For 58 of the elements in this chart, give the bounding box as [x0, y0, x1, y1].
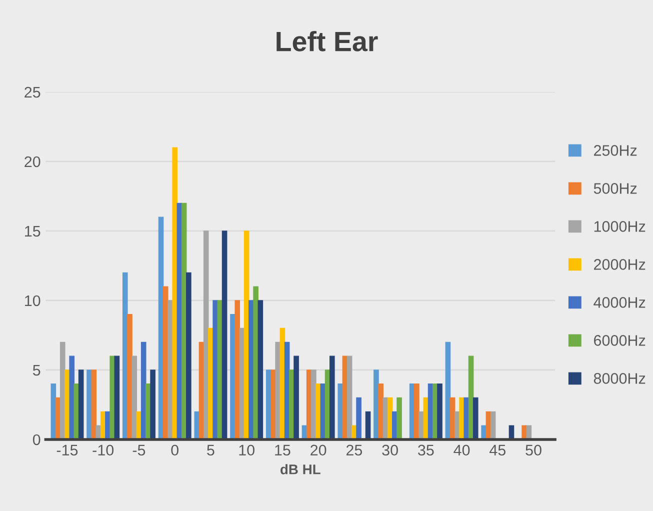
x-tick-label: 5 — [207, 444, 214, 456]
bar — [316, 384, 321, 440]
bar — [275, 342, 280, 440]
bar — [356, 397, 362, 440]
bar — [464, 397, 470, 440]
bar — [414, 384, 420, 440]
x-tick-label: 35 — [418, 444, 434, 456]
bar — [253, 286, 258, 440]
bar — [222, 230, 228, 440]
legend-label: 1000Hz — [594, 221, 646, 232]
bar — [212, 300, 218, 440]
bar — [132, 356, 138, 440]
x-axis-title: dB HL — [280, 464, 320, 474]
bar — [91, 370, 97, 440]
bar — [329, 356, 335, 440]
x-tick-label: 25 — [346, 444, 362, 456]
bar — [258, 300, 264, 440]
x-tick-label: 50 — [526, 444, 542, 456]
x-tick-label: 15 — [275, 444, 290, 456]
x-tick-label: -10 — [92, 444, 114, 456]
bar — [294, 356, 299, 440]
legend-label: 8000Hz — [594, 373, 646, 384]
bar — [437, 384, 442, 440]
bar — [114, 356, 120, 440]
x-tick-label: 10 — [239, 444, 254, 456]
bar — [346, 356, 352, 440]
y-tick-label: 5 — [32, 364, 40, 376]
bar — [150, 370, 156, 440]
x-tick-label: 0 — [171, 444, 178, 456]
y-tick-label: 15 — [25, 226, 40, 237]
bar — [472, 397, 478, 440]
bar — [172, 147, 178, 440]
y-tick-label: 10 — [25, 295, 40, 306]
bar — [127, 314, 132, 440]
bar — [69, 356, 74, 440]
y-tick-label: 0 — [32, 434, 40, 446]
bar — [78, 370, 84, 440]
legend-label: 500Hz — [594, 183, 637, 194]
x-tick-label: 30 — [382, 444, 398, 456]
x-tick-label: -15 — [56, 444, 78, 456]
legend-label: 6000Hz — [594, 335, 646, 346]
x-tick-label: -5 — [132, 444, 146, 456]
bar — [378, 384, 384, 440]
bar — [186, 272, 192, 440]
bar — [396, 397, 402, 440]
x-tick-label: 40 — [454, 444, 470, 456]
y-tick-label: 20 — [24, 156, 40, 168]
bar — [110, 356, 115, 440]
chart-title: Left Ear — [276, 30, 378, 52]
y-tick-label: 25 — [24, 86, 40, 98]
bar — [234, 300, 240, 440]
x-tick-label: 45 — [490, 444, 506, 456]
legend-label: 4000Hz — [594, 297, 646, 308]
legend-label: 2000Hz — [594, 259, 646, 270]
bar — [338, 384, 344, 440]
legend-label: 250Hz — [594, 145, 637, 156]
x-tick-label: 20 — [310, 444, 326, 456]
bar — [50, 384, 56, 440]
